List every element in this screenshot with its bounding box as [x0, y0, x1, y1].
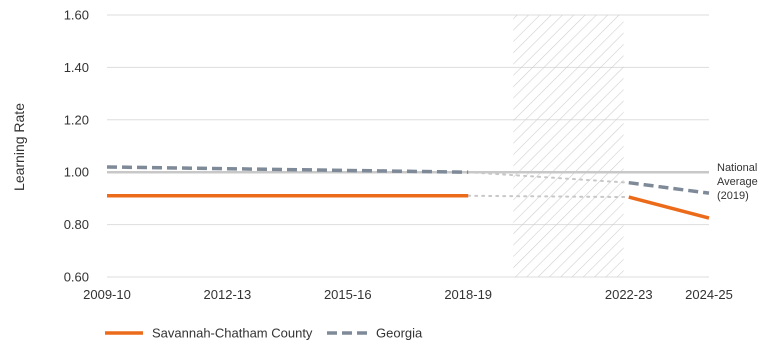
x-tick-label: 2024-25 [685, 287, 733, 302]
legend: Savannah-Chatham County Georgia [105, 326, 423, 341]
y-tick-label: 1.00 [64, 165, 89, 180]
y-tick-label: 0.60 [64, 270, 89, 285]
gap-connector [467, 194, 630, 199]
y-tick-label: 1.20 [64, 112, 89, 127]
shaded-period [513, 15, 624, 277]
y-tick-label: 1.60 [64, 8, 89, 23]
gap-connector [467, 171, 630, 184]
reference-label-line: (2019) [717, 190, 749, 202]
series-line [106, 165, 469, 174]
reference-label-line: Average [717, 176, 758, 188]
series-line [628, 180, 710, 195]
x-tick-label: 2012-13 [204, 287, 252, 302]
x-tick-label: 2009-10 [83, 287, 131, 302]
x-tick-label: 2022-23 [605, 287, 653, 302]
legend-label: Georgia [376, 326, 423, 341]
y-tick-label: 0.80 [64, 217, 89, 232]
reference-line-annotation: National Average (2019) [717, 162, 758, 202]
legend-label: Savannah-Chatham County [152, 326, 313, 341]
reference-label-line: National [717, 162, 757, 174]
x-tick-label: 2018-19 [444, 287, 492, 302]
x-tick-label: 2015-16 [324, 287, 372, 302]
series-line [628, 195, 710, 220]
y-tick-label: 1.40 [64, 60, 89, 75]
y-axis-title: Learning Rate [11, 103, 27, 191]
